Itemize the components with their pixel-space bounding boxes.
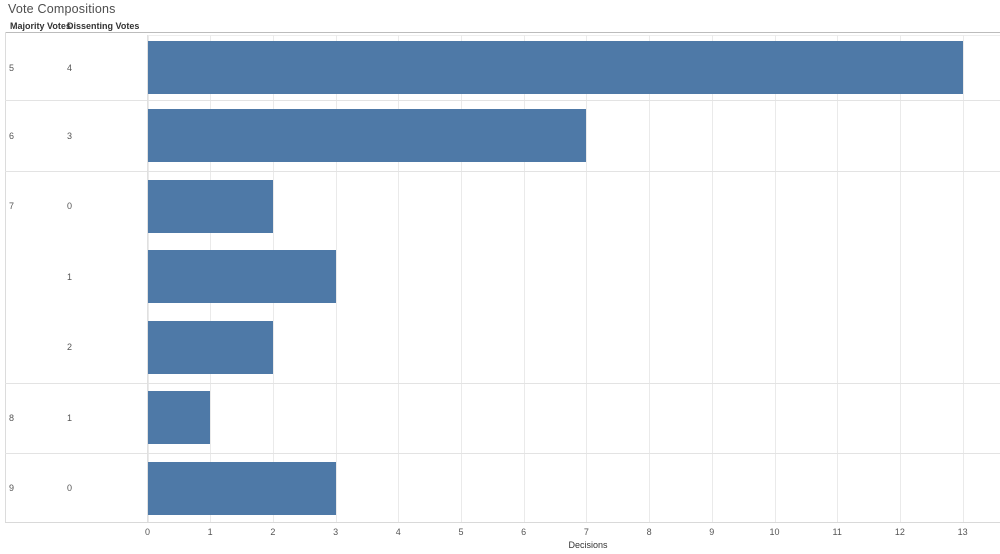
gridline-x-7 — [586, 35, 588, 523]
chart-title: Vote Compositions — [8, 2, 116, 16]
gridline-x-10 — [774, 35, 776, 523]
dissenting-votes-label: 2 — [67, 342, 73, 353]
gridline-x-9 — [711, 35, 713, 523]
bar-majority-6-dissenting-3[interactable] — [147, 109, 587, 162]
x-tick-label-5: 5 — [458, 527, 464, 537]
x-tick-label-12: 12 — [894, 527, 905, 537]
x-tick-label-11: 11 — [832, 527, 842, 537]
x-tick-label-0: 0 — [144, 527, 151, 537]
majority-votes-label: 8 — [9, 412, 15, 423]
x-tick-label-2: 2 — [270, 527, 276, 537]
gridline-x-13 — [962, 35, 964, 523]
bar-majority-7-dissenting-2[interactable] — [147, 320, 273, 374]
dissenting-votes-label: 4 — [67, 62, 73, 73]
x-tick-label-8: 8 — [646, 527, 652, 537]
group-separator — [5, 170, 1000, 172]
x-axis-zero-line — [147, 35, 148, 523]
group-separator — [5, 382, 1000, 384]
pane-top-border — [147, 35, 1000, 36]
x-tick-label-3: 3 — [333, 527, 339, 537]
x-tick-label-10: 10 — [769, 527, 780, 537]
group-separator — [5, 100, 1000, 102]
group-separator — [5, 453, 1000, 454]
column-header-dissenting-votes: Dissenting Votes — [67, 21, 140, 31]
x-axis-title: Decisions — [568, 540, 608, 550]
x-axis-line — [5, 522, 1000, 523]
x-tick-label-4: 4 — [395, 527, 401, 537]
bar-majority-7-dissenting-0[interactable] — [147, 179, 273, 233]
bar-majority-7-dissenting-1[interactable] — [147, 250, 336, 304]
header-underline — [5, 32, 1000, 33]
gridline-x-5 — [461, 35, 462, 523]
gridline-x-3 — [335, 35, 337, 523]
gridline-x-12 — [899, 35, 901, 523]
bar-majority-9-dissenting-0[interactable] — [147, 461, 336, 515]
majority-votes-label: 5 — [9, 62, 15, 73]
bar-majority-5-dissenting-4[interactable] — [147, 41, 963, 95]
dissenting-votes-label: 0 — [67, 201, 73, 211]
gridline-x-6 — [523, 35, 525, 523]
dissenting-votes-label: 0 — [67, 483, 73, 493]
x-tick-label-7: 7 — [583, 527, 589, 537]
bar-majority-8-dissenting-1[interactable] — [147, 391, 211, 445]
x-tick-label-9: 9 — [709, 527, 715, 537]
majority-votes-label: 9 — [9, 483, 15, 493]
dissenting-votes-label: 1 — [67, 412, 73, 423]
gridline-x-8 — [649, 35, 651, 523]
table-left-border — [5, 32, 6, 523]
x-tick-label-6: 6 — [521, 527, 527, 537]
gridline-x-4 — [398, 35, 400, 523]
dissenting-votes-label: 3 — [67, 130, 73, 141]
dissenting-votes-label: 1 — [67, 271, 73, 282]
x-tick-label-1: 1 — [207, 527, 213, 537]
majority-votes-label: 6 — [9, 130, 15, 141]
column-header-majority-votes: Majority Votes — [10, 21, 71, 31]
majority-votes-label: 7 — [9, 201, 15, 211]
x-tick-label-13: 13 — [957, 527, 968, 537]
gridline-x-11 — [837, 35, 839, 523]
